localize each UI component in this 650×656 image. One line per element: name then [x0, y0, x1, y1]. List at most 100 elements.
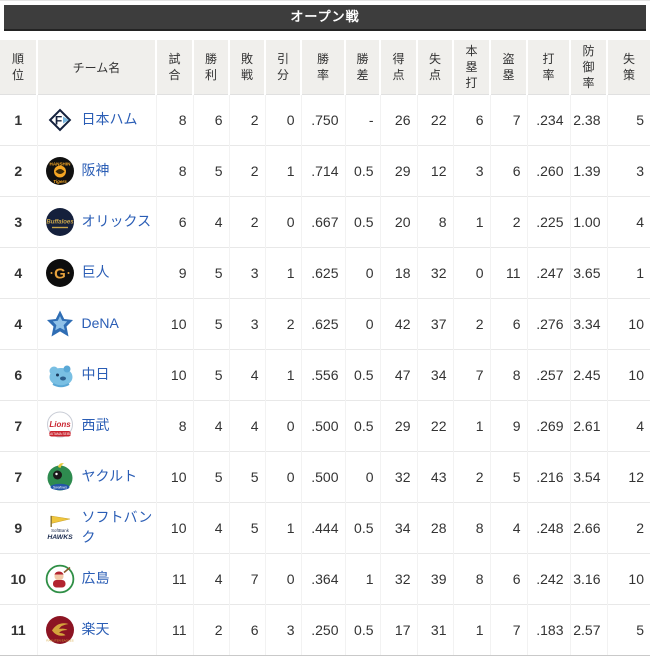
stat-errors: 2 — [606, 502, 650, 554]
stat-losses: 2 — [228, 196, 265, 248]
stat-home_runs: 3 — [452, 145, 490, 197]
stat-era: 3.16 — [569, 553, 607, 605]
stat-win_pct: .444 — [300, 502, 345, 554]
column-header-losses: 敗戦 — [228, 40, 265, 95]
stat-home_runs: 8 — [452, 502, 490, 554]
stat-wins: 4 — [192, 196, 229, 248]
team-link-hawks[interactable]: ソフトバンク — [81, 509, 153, 545]
team-row-buffaloes: 3 Buffaloes オリックス 6 4 2 0.667 0.5 20 8 1 2.225 1.00 4 — [0, 196, 650, 248]
stat-games_behind: 0.5 — [344, 400, 380, 452]
stat-draws: 0 — [264, 553, 301, 605]
stat-stolen_bases: 11 — [489, 247, 527, 299]
stat-runs_allowed: 28 — [416, 502, 453, 554]
team-row-fighters: 1 F 日本ハム 8 6 2 0.750-26 22 6 7.234 2.38 5 — [0, 94, 650, 146]
stat-losses: 4 — [228, 349, 265, 401]
stat-batting_avg: .257 — [526, 349, 570, 401]
stat-win_pct: .250 — [300, 604, 345, 655]
team-row-swallows: 7 Swallows ヤクルト 10 5 5 0.500 0 32 43 2 5.216 3.54 12 — [0, 451, 650, 503]
stat-stolen_bases: 6 — [489, 298, 527, 350]
stat-era: 3.65 — [569, 247, 607, 299]
stat-draws: 3 — [264, 604, 301, 655]
stat-stolen_bases: 7 — [489, 604, 527, 655]
rank-cell: 7 — [0, 451, 37, 503]
column-header-batting_avg: 打率 — [526, 40, 570, 95]
stat-draws: 1 — [264, 502, 301, 554]
stat-stolen_bases: 5 — [489, 451, 527, 503]
stat-runs_scored: 20 — [379, 196, 417, 248]
stat-runs_allowed: 34 — [416, 349, 453, 401]
team-row-giants: 4 G 巨人 9 5 3 1.625 0 18 32 0 11.247 3.65 1 — [0, 247, 650, 299]
stat-losses: 7 — [228, 553, 265, 605]
stat-batting_avg: .216 — [526, 451, 570, 503]
team-logo-buffaloes-icon: Buffaloes — [44, 206, 76, 238]
stat-win_pct: .750 — [300, 94, 345, 146]
stat-wins: 2 — [192, 604, 229, 655]
svg-text:SoftBank: SoftBank — [51, 528, 70, 533]
team-cell: SoftBank HAWKS ソフトバンク — [36, 502, 156, 554]
stat-games_behind: 0 — [344, 451, 380, 503]
stat-losses: 2 — [228, 145, 265, 197]
rank-cell: 7 — [0, 400, 37, 452]
column-header-home_runs: 本塁打 — [452, 40, 490, 95]
team-link-fighters[interactable]: 日本ハム — [81, 111, 138, 128]
stat-errors: 1 — [606, 247, 650, 299]
stat-era: 3.54 — [569, 451, 607, 503]
stat-wins: 5 — [192, 298, 229, 350]
column-header-games_behind: 勝差 — [344, 40, 380, 95]
svg-text:Buffaloes: Buffaloes — [46, 220, 74, 226]
rank-cell: 11 — [0, 604, 37, 655]
stat-batting_avg: .225 — [526, 196, 570, 248]
team-link-giants[interactable]: 巨人 — [81, 264, 110, 281]
column-header-rank: 順位 — [0, 40, 37, 95]
stat-era: 2.57 — [569, 604, 607, 655]
stat-games_behind: 0.5 — [344, 196, 380, 248]
team-link-baystars[interactable]: DeNA — [81, 315, 119, 332]
stat-home_runs: 8 — [452, 553, 490, 605]
rank-cell: 10 — [0, 553, 37, 605]
team-link-swallows[interactable]: ヤクルト — [81, 468, 138, 485]
stat-home_runs: 1 — [452, 196, 490, 248]
stat-era: 2.38 — [569, 94, 607, 146]
stat-era: 2.61 — [569, 400, 607, 452]
stat-home_runs: 2 — [452, 298, 490, 350]
team-link-dragons[interactable]: 中日 — [81, 366, 110, 383]
column-header-era: 防御率 — [569, 40, 607, 95]
rank-cell: 2 — [0, 145, 37, 197]
stat-games_behind: 0.5 — [344, 502, 380, 554]
column-header-errors: 失策 — [606, 40, 650, 95]
stat-stolen_bases: 4 — [489, 502, 527, 554]
team-link-tigers[interactable]: 阪神 — [81, 162, 110, 179]
stat-games: 10 — [155, 298, 193, 350]
stat-home_runs: 6 — [452, 94, 490, 146]
team-link-carp[interactable]: 広島 — [81, 570, 110, 587]
svg-text:HANSHIN: HANSHIN — [49, 162, 71, 167]
team-link-eagles[interactable]: 楽天 — [81, 621, 110, 638]
stat-errors: 10 — [606, 298, 650, 350]
stat-games: 8 — [155, 94, 193, 146]
stat-losses: 3 — [228, 247, 265, 299]
stat-games_behind: - — [344, 94, 380, 146]
stat-era: 3.34 — [569, 298, 607, 350]
stat-games: 10 — [155, 349, 193, 401]
stat-runs_scored: 26 — [379, 94, 417, 146]
team-link-buffaloes[interactable]: オリックス — [81, 213, 152, 230]
stat-runs_scored: 47 — [379, 349, 417, 401]
stat-errors: 5 — [606, 94, 650, 146]
team-logo-dragons-icon — [44, 359, 76, 391]
stat-era: 1.00 — [569, 196, 607, 248]
stat-runs_allowed: 22 — [416, 400, 453, 452]
stat-batting_avg: .260 — [526, 145, 570, 197]
stat-errors: 5 — [606, 604, 650, 655]
stat-runs_scored: 42 — [379, 298, 417, 350]
stat-win_pct: .364 — [300, 553, 345, 605]
stat-batting_avg: .276 — [526, 298, 570, 350]
stat-win_pct: .625 — [300, 247, 345, 299]
rank-cell: 1 — [0, 94, 37, 146]
stat-runs_allowed: 8 — [416, 196, 453, 248]
team-link-lions[interactable]: 西武 — [81, 417, 110, 434]
stat-games: 8 — [155, 400, 193, 452]
stat-draws: 0 — [264, 196, 301, 248]
stat-wins: 5 — [192, 451, 229, 503]
team-logo-hawks-icon: SoftBank HAWKS — [44, 512, 76, 544]
